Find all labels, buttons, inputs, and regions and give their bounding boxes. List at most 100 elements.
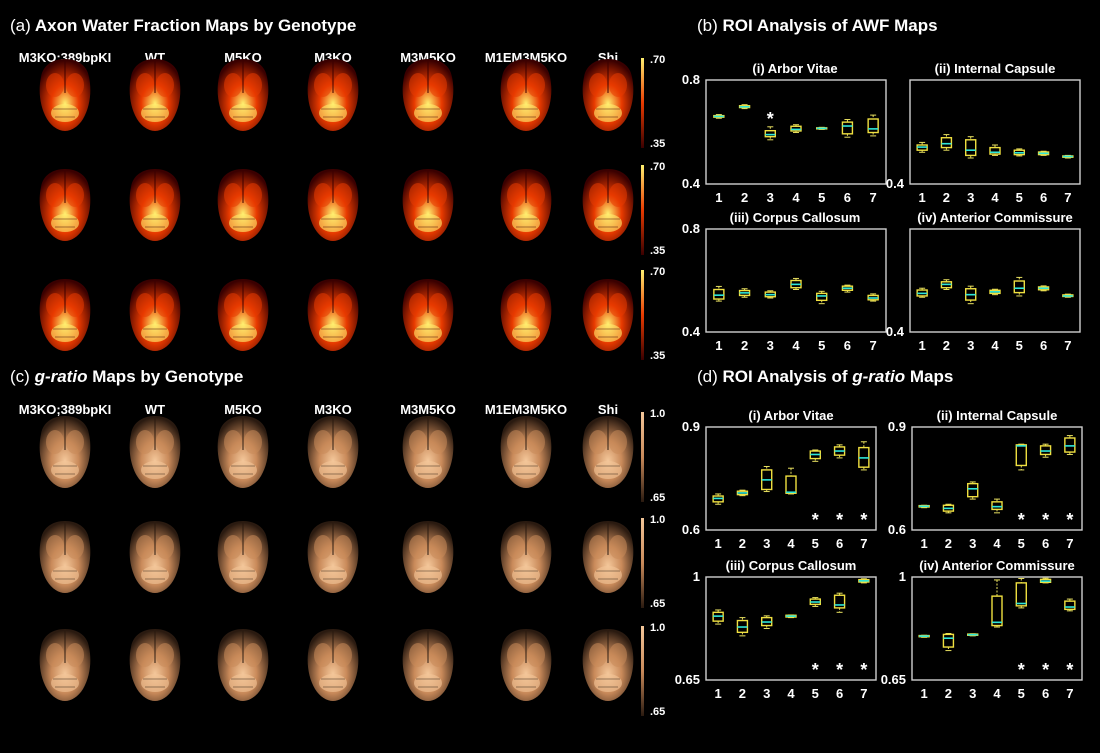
- box-plot-6: [1037, 285, 1050, 292]
- x-tick-label: 6: [836, 686, 843, 701]
- x-tick-label: 4: [991, 190, 999, 205]
- gratio-brain-map: [402, 629, 454, 701]
- box-chart-b-iii: (iii) Corpus Callosum 0.8 0.4 1 2 3 4 5 6 7: [682, 210, 887, 353]
- colorbar-max-label: .70: [650, 54, 666, 66]
- x-tick-label: 2: [943, 338, 950, 353]
- box-plot-2: [940, 279, 953, 291]
- genotype-label: Shi: [597, 402, 619, 417]
- y-tick-label: 0.6: [682, 522, 700, 537]
- box-plot-4: [790, 277, 802, 291]
- box-plot-2: [738, 104, 751, 110]
- box-plot-3: [965, 136, 977, 159]
- box-plot-7: [867, 293, 879, 302]
- x-tick-label: 1: [919, 338, 926, 353]
- x-tick-label: 7: [870, 190, 877, 205]
- chart-frame: [911, 426, 1083, 531]
- x-tick-label: 5: [818, 190, 825, 205]
- gratio-brain-map: [129, 416, 181, 488]
- colorbar-min-label: .65: [650, 492, 666, 504]
- box-chart-b-ii: (ii) Internal Capsule 0.4 1 2 3 4 5 6 7: [886, 61, 1081, 205]
- x-tick-label: 1: [715, 686, 722, 701]
- y-tick-label: 0.4: [682, 324, 701, 339]
- box-plot-3: [967, 481, 979, 500]
- box-plot-7: [1064, 598, 1076, 612]
- colorbar-max-label: 1.0: [650, 514, 666, 526]
- chart-title: (ii) Internal Capsule: [935, 61, 1056, 76]
- box-plot-3: [761, 615, 773, 629]
- colorbar-min-label: .65: [650, 598, 666, 610]
- awf-brain-map: [129, 279, 181, 351]
- x-tick-label: 3: [763, 536, 770, 551]
- box-plot-6: [1039, 443, 1052, 458]
- y-tick-label: 1: [693, 569, 700, 584]
- x-tick-label: 4: [792, 338, 800, 353]
- chart-title: (iii) Corpus Callosum: [726, 558, 857, 573]
- x-tick-label: 4: [787, 536, 795, 551]
- box-plot-3: [764, 126, 776, 141]
- box-plot-6: [833, 444, 846, 459]
- x-tick-label: 5: [1018, 536, 1025, 551]
- significance-star: *: [1042, 510, 1049, 530]
- box-plot-1: [916, 141, 928, 153]
- gratio-brain-map: [307, 416, 359, 488]
- significance-star: *: [1018, 660, 1025, 680]
- x-tick-label: 4: [993, 536, 1001, 551]
- box-plot-5: [809, 597, 821, 607]
- panel-d-title: (d) ROI Analysis of g-ratio Maps: [697, 367, 954, 386]
- awf-brain-map: [129, 59, 181, 131]
- genotype-label: M3KO;389bpKI: [18, 402, 112, 417]
- significance-star: *: [1066, 660, 1073, 680]
- box-plot-4: [991, 579, 1003, 628]
- box-plot-5: [809, 449, 821, 462]
- x-tick-label: 1: [919, 190, 926, 205]
- colorbar: [641, 58, 644, 148]
- x-tick-label: 1: [715, 536, 722, 551]
- panel-b-title: (b) ROI Analysis of AWF Maps: [697, 16, 938, 35]
- box-plot-5: [1013, 148, 1025, 157]
- gratio-brain-map: [500, 629, 552, 701]
- significance-star: *: [1018, 510, 1025, 530]
- x-tick-label: 5: [812, 686, 819, 701]
- box-plot-1: [918, 634, 930, 638]
- x-tick-label: 7: [1064, 190, 1071, 205]
- significance-star: *: [812, 660, 819, 680]
- significance-star: *: [1066, 510, 1073, 530]
- box-plot-1: [712, 493, 724, 505]
- box-plot-1: [918, 504, 930, 509]
- box-plot-5: [1013, 276, 1025, 297]
- y-tick-label: 0.4: [886, 176, 905, 191]
- x-tick-label: 1: [715, 338, 722, 353]
- box-plot-5: [816, 290, 828, 305]
- significance-star: *: [836, 510, 843, 530]
- x-tick-label: 2: [945, 536, 952, 551]
- x-tick-label: 6: [1040, 338, 1047, 353]
- awf-brain-map: [129, 169, 181, 241]
- genotype-label: WT: [144, 402, 166, 417]
- box-plot-7: [858, 441, 870, 471]
- x-tick-label: 3: [969, 686, 976, 701]
- gratio-brain-map: [129, 629, 181, 701]
- x-tick-label: 6: [836, 536, 843, 551]
- awf-brain-map: [500, 279, 552, 351]
- colorbar-min-label: .35: [650, 350, 666, 362]
- box-plot-1: [713, 285, 725, 302]
- genotype-label: M3KO;389bpKI: [18, 50, 112, 65]
- x-tick-label: 3: [967, 338, 974, 353]
- box-plot-3: [965, 285, 977, 305]
- colorbar-min-label: .65: [650, 706, 666, 718]
- significance-star: *: [1042, 660, 1049, 680]
- x-tick-label: 6: [844, 338, 851, 353]
- box-chart-d-ii: (ii) Internal Capsule 0.9 0.6 1 2 3 4 5 6 7 * * *: [888, 408, 1083, 551]
- gratio-brain-map: [307, 521, 359, 593]
- chart-title: (ii) Internal Capsule: [937, 408, 1058, 423]
- awf-brain-map: [500, 169, 552, 241]
- colorbar: [641, 270, 644, 360]
- box-plot-7: [1062, 154, 1074, 159]
- x-tick-label: 7: [860, 686, 867, 701]
- gratio-brain-map: [307, 629, 359, 701]
- box-plot-2: [940, 134, 953, 151]
- box-plot-2: [738, 288, 751, 298]
- x-tick-label: 6: [1042, 686, 1049, 701]
- x-tick-label: 6: [844, 190, 851, 205]
- box-plot-6: [1037, 150, 1050, 156]
